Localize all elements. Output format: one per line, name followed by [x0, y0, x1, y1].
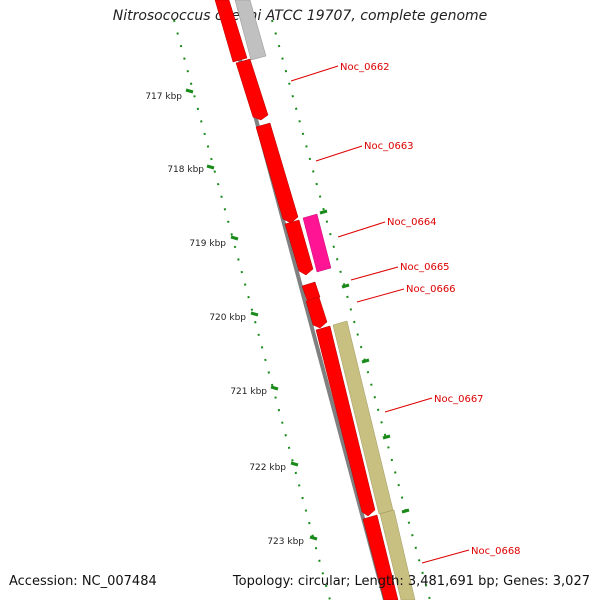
gene-arrow-noc0666[interactable]: [305, 296, 328, 329]
kbp-tick-mark: [185, 88, 194, 94]
kbp-label-722: 722 kbp: [249, 463, 286, 473]
kbp-ticks: [185, 88, 318, 541]
gene-label-noc0662[interactable]: Noc_0662: [340, 62, 390, 73]
kbp-label-719: 719 kbp: [189, 239, 226, 249]
kbp-tick-mark: [309, 535, 318, 541]
leader-line: [350, 266, 399, 281]
leader-line: [315, 145, 363, 162]
inner-scale-line: [173, 19, 331, 600]
gene-arrow-noc0664-other[interactable]: [302, 213, 332, 273]
kbp-tick-mark: [230, 235, 239, 241]
feature-tick: [341, 283, 350, 289]
feature-tick: [361, 358, 370, 364]
accession-text: Accession: NC_007484: [9, 574, 157, 589]
feature-block-upper[interactable]: [332, 320, 394, 515]
leader-line: [356, 288, 405, 303]
gene-label-noc0664[interactable]: Noc_0664: [387, 217, 437, 228]
genome-summary-text: Topology: circular; Length: 3,481,691 bp…: [232, 574, 590, 589]
feature-tick: [382, 434, 391, 440]
gene-track-outer: [234, 0, 416, 600]
gene-label-noc0663[interactable]: Noc_0663: [364, 141, 414, 152]
feature-tick: [319, 209, 328, 215]
gene-arrow-noc0663[interactable]: [255, 122, 299, 224]
gene-arrow-noc0668[interactable]: [362, 514, 399, 600]
kbp-tick-mark: [290, 461, 299, 467]
gene-track-inner: [214, 0, 399, 600]
gene-label-noc0665[interactable]: Noc_0665: [400, 262, 450, 273]
label-leaders: [290, 65, 470, 564]
gene-arrow-noc0664[interactable]: [284, 219, 314, 276]
kbp-tick-mark: [206, 164, 215, 170]
gene-label-noc0666[interactable]: Noc_0666: [406, 284, 456, 295]
feature-block-lower[interactable]: [379, 509, 416, 600]
kbp-label-721: 721 kbp: [230, 387, 267, 397]
kbp-label-723: 723 kbp: [267, 537, 304, 547]
gene-arrow-noc0661[interactable]: [214, 0, 248, 63]
leader-line: [337, 221, 386, 238]
feature-ticks: [319, 209, 410, 514]
gene-label-noc0667[interactable]: Noc_0667: [434, 394, 484, 405]
kbp-label-720: 720 kbp: [209, 313, 246, 323]
map-title: Nitrosococcus oceani ATCC 19707, complet…: [112, 8, 488, 24]
gene-label-noc0668[interactable]: Noc_0668: [471, 546, 521, 557]
kbp-label-718: 718 kbp: [167, 165, 204, 175]
feature-tick: [401, 508, 410, 514]
gene-arrow-noc0667[interactable]: [315, 325, 376, 517]
gene-arrow-noc0662[interactable]: [235, 58, 269, 121]
outer-scale-line: [271, 19, 431, 600]
kbp-tick-mark: [270, 385, 279, 391]
leader-line: [421, 549, 470, 564]
rna-feature[interactable]: [234, 0, 267, 61]
kbp-label-717: 717 kbp: [145, 92, 182, 102]
kbp-tick-mark: [250, 311, 259, 317]
leader-line: [290, 65, 339, 82]
leader-line: [384, 397, 433, 413]
